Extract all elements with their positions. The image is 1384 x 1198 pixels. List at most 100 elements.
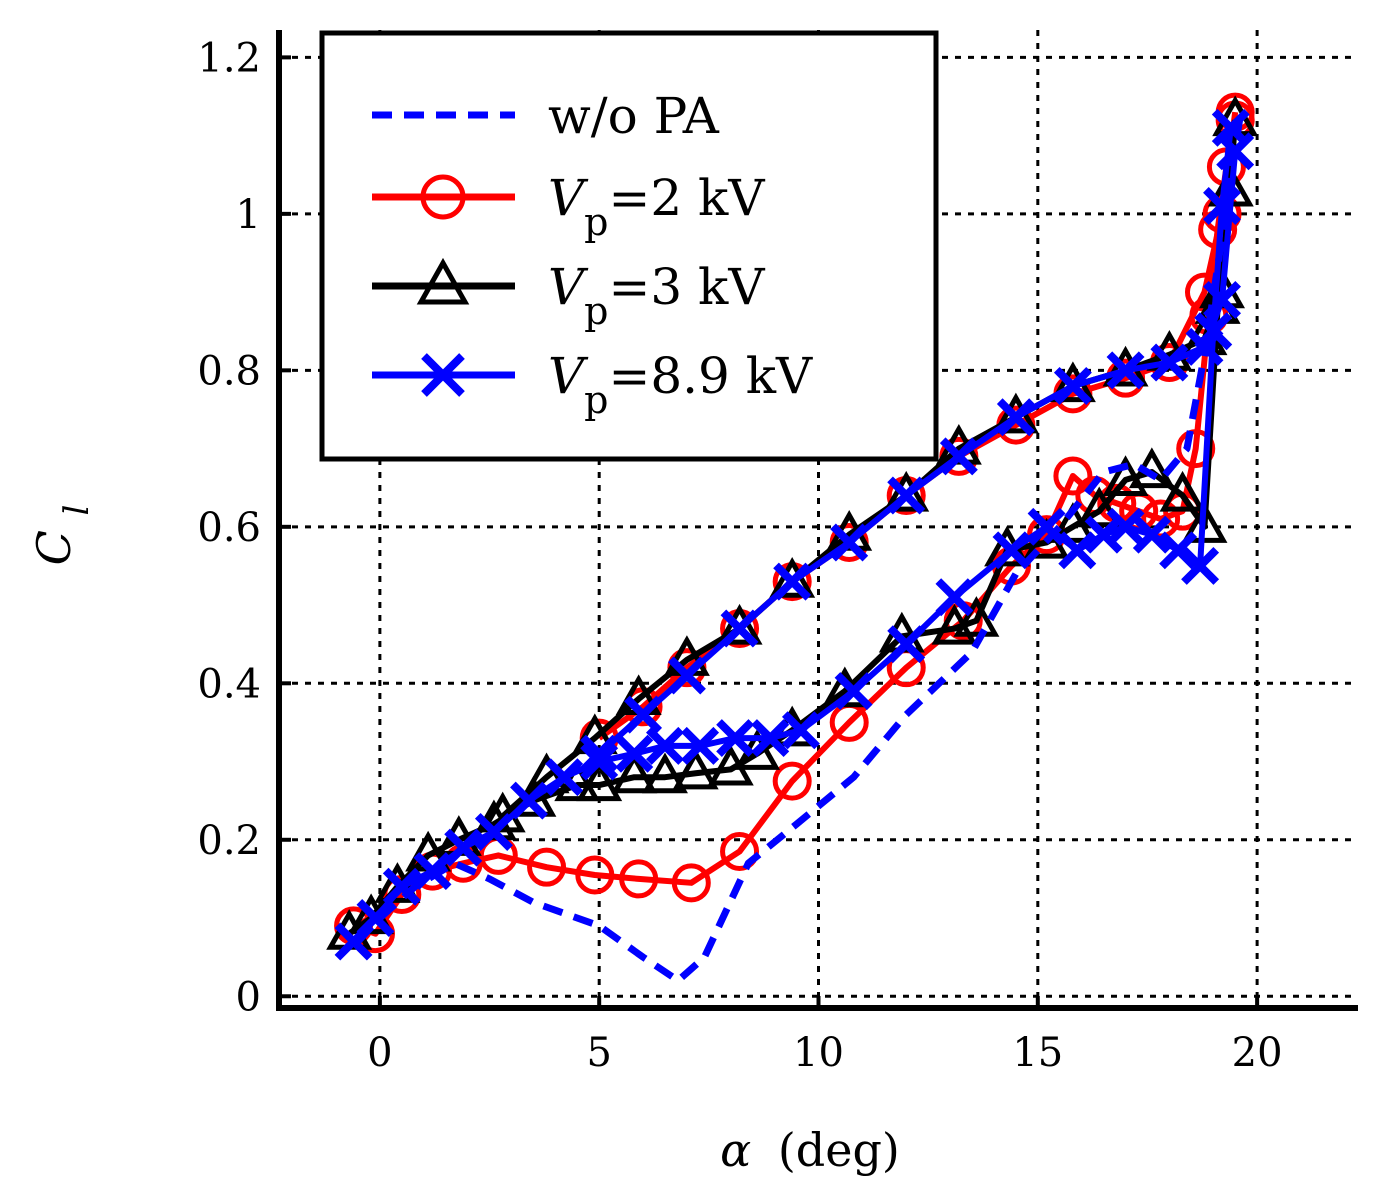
x-marker [720,609,759,648]
x-marker [474,812,513,851]
legend-label-rest: =2 kV [608,169,765,227]
y-axis-subscript: l [57,505,97,516]
x-marker [624,695,663,734]
y-axis-symbol: C [27,530,81,565]
x-marker [1203,187,1242,226]
circle-marker [527,847,567,887]
x-marker [1106,351,1145,390]
legend-box [319,30,939,462]
y-tick-label: 0.4 [197,661,261,707]
y-tick-label: 0 [236,974,261,1020]
triangle-marker [672,748,719,790]
series-0 [355,119,1244,985]
x-marker [580,742,619,781]
x-marker [1027,507,1066,546]
legend-entry: Vp=8.9 kV [372,347,813,422]
x-marker [356,899,395,938]
x-marker [1058,531,1097,570]
x-tick-label: 15 [1012,1030,1063,1076]
x-marker [646,726,684,765]
circle-marker [720,832,760,872]
legend-entry: Vp=3 kV [372,257,765,333]
x-marker [1084,515,1123,554]
x-marker [1159,531,1198,570]
legend-label-var: V [548,258,589,316]
x-marker [1053,367,1092,405]
y-tick-label: 0.2 [197,818,261,864]
x-axis-symbol: α [720,1123,751,1177]
y-tick-labels: 0 0.2 0.4 0.6 0.8 1 1.2 [197,35,261,1020]
x-marker [413,852,452,891]
x-tick-label: 10 [793,1030,844,1076]
legend-label: w/o PA [548,87,720,145]
circle-marker [671,863,711,903]
x-marker [935,578,974,617]
x-marker [615,734,654,773]
triangle-marker [883,470,930,512]
legend-label-var: V [548,169,589,227]
legend-label: Vp=8.9 kV [548,347,813,422]
series-3 [334,108,1255,961]
circle-marker [420,174,466,220]
x-marker [996,398,1035,437]
y-axis-title: C l [27,505,97,566]
legend-label-sub: p [584,289,608,333]
triangle-marker [611,752,658,794]
circle-marker [1176,429,1216,469]
x-marker [781,711,820,750]
circle-marker [575,855,615,895]
x-marker [510,781,548,820]
x-marker [834,672,873,711]
x-tick-label: 20 [1232,1030,1283,1076]
x-marker [939,437,978,476]
series-line [355,119,1244,985]
legend-label-var: V [548,347,589,405]
x-axis-title: α (deg) [720,1123,900,1177]
triangle-marker [642,752,688,794]
y-tick-label: 1 [236,192,261,238]
series-layer [326,92,1259,985]
x-marker [830,523,869,562]
y-tick-label: 0.8 [197,348,261,394]
tick-marks [279,55,1260,1008]
x-marker [773,562,812,601]
legend-label-rest: =3 kV [608,258,765,316]
x-tick-label: 0 [367,1030,392,1076]
x-axis-unit: (deg) [778,1123,900,1177]
x-marker [1106,507,1145,546]
x-tick-label: 5 [586,1030,611,1076]
y-tick-label: 1.2 [197,35,261,81]
triangle-marker [953,596,1000,637]
x-marker [421,353,465,397]
x-marker [887,625,926,664]
circle-marker [619,859,659,899]
legend-entry: w/o PA [372,87,720,145]
y-tick-label: 0.6 [197,505,261,551]
x-marker [1150,343,1189,382]
triangle-marker [1159,470,1206,512]
x-marker [444,828,483,867]
legend-label-rest: =8.9 kV [608,347,813,405]
x-marker [667,656,706,695]
triangle-marker [1102,455,1149,496]
triangle-marker [416,257,470,305]
svg-text:C l: C l [27,505,97,566]
x-marker [545,758,584,797]
legend-label: Vp=3 kV [548,258,765,333]
legend-label-sub: p [584,378,608,422]
triangle-marker [716,603,763,645]
x-marker [382,867,421,906]
legend-entry: Vp=2 kV [372,169,765,244]
x-marker [580,734,619,773]
circle-marker [1053,456,1093,496]
circle-marker [772,761,812,801]
legend-label-sub: p [584,200,608,244]
x-marker [681,726,720,765]
x-marker [751,719,790,758]
x-tick-labels: 0 5 10 15 20 [367,1030,1282,1076]
x-marker [1181,546,1220,585]
x-marker [716,719,755,758]
x-marker [887,476,926,515]
